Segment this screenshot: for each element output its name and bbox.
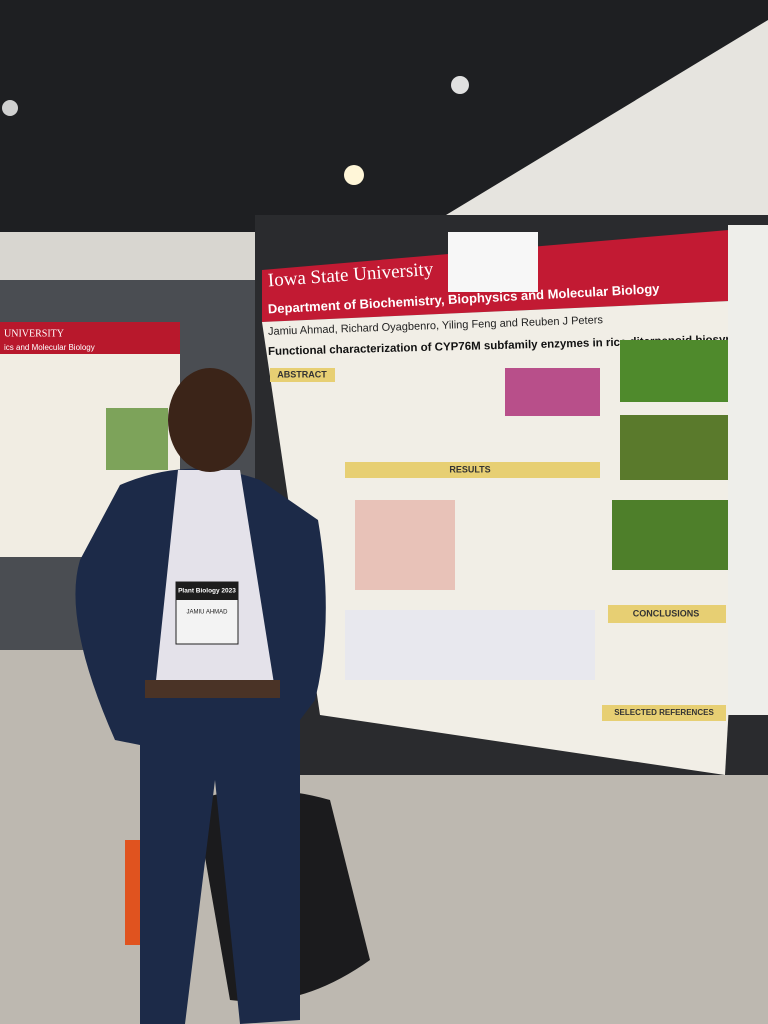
ceiling-light [451, 76, 469, 94]
left-poster-figure [106, 408, 168, 470]
section-bar [345, 462, 600, 478]
section-bar [602, 705, 726, 721]
section-bar [608, 605, 726, 623]
ceiling-light [344, 165, 364, 185]
section-heading: SELECTED REFERENCES [614, 708, 714, 717]
left-poster-header [0, 322, 180, 354]
section-heading: ABSTRACT [277, 369, 327, 379]
left-poster-department: ics and Molecular Biology [4, 343, 95, 352]
water-bottle [125, 840, 143, 945]
person-belt [145, 680, 280, 698]
section-heading: CONCLUSIONS [633, 608, 700, 618]
leaf-figure [620, 415, 738, 480]
badge-name: JAMIU AHMAD [186, 610, 228, 616]
ceiling-light [2, 100, 18, 116]
badge-header [176, 582, 238, 600]
left-poster-university: UNIVERSITY [4, 328, 64, 339]
person-suit [75, 468, 326, 1024]
right-poster [728, 225, 768, 715]
section-heading: RESULTS [449, 464, 490, 474]
wall [380, 20, 768, 260]
section-bar [270, 368, 335, 382]
poster-label-sheet [448, 232, 538, 292]
badge-event: Plant Biology 2023 [178, 588, 236, 595]
heatmap-figure [505, 368, 600, 416]
person-head [168, 368, 252, 472]
bar-figure [345, 610, 595, 680]
leaf-figure [620, 340, 738, 402]
leaf-figure [612, 500, 732, 570]
pie-figure [355, 500, 455, 590]
